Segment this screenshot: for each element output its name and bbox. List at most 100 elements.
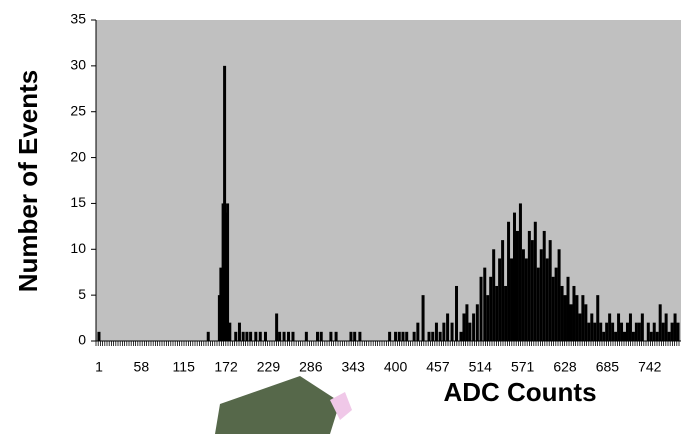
x-axis-title: ADC Counts [443,377,596,407]
bar [349,331,353,341]
bar [263,331,267,341]
bar [258,331,262,341]
bar [608,313,612,341]
bar [611,322,615,341]
bar [278,331,282,341]
y-tick-label: 30 [70,57,86,73]
bar [536,267,540,341]
bar [462,313,466,341]
bar [483,267,487,341]
bar [533,221,537,341]
bar [479,276,483,341]
bar [486,295,490,341]
bar [434,322,438,341]
decoration [215,376,340,434]
bar [631,331,635,341]
x-tick-label: 685 [596,359,620,375]
bar [617,313,621,341]
bar [316,331,320,341]
bar [614,331,618,341]
bar [658,304,662,341]
bar [446,313,450,341]
bar [551,276,555,341]
bar [245,331,249,341]
bar [620,322,624,341]
bar [637,322,641,341]
bar [670,322,674,341]
bar [515,230,519,341]
bar [405,331,409,341]
bar [510,258,514,341]
bar [569,304,573,341]
bar [661,322,665,341]
x-tick-label: 514 [469,359,493,375]
bar [397,331,401,341]
bar [450,322,454,341]
bar [539,249,543,341]
bar [667,331,671,341]
y-tick-label: 10 [70,240,86,256]
bar [501,240,505,341]
bar [254,331,258,341]
x-tick-label: 628 [553,359,577,375]
bar [664,313,668,341]
bar [581,295,585,341]
bar [412,331,416,341]
bar [97,331,101,341]
bar [507,221,511,341]
bar [542,230,546,341]
x-tick-label: 571 [511,359,535,375]
bar [563,295,567,341]
bar [416,322,420,341]
bar [575,295,579,341]
bar [625,322,629,341]
bar [468,322,472,341]
bar [304,331,308,341]
y-tick-label: 25 [70,102,86,118]
bar [554,267,558,341]
bar [596,295,600,341]
bar [223,65,227,341]
bar [605,322,609,341]
x-tick-label: 457 [426,359,450,375]
bar [431,331,435,341]
bar [455,285,459,341]
bar [566,276,570,341]
bar [634,322,638,341]
y-tick-label: 20 [70,148,86,164]
bar [649,331,653,341]
bar [442,322,446,341]
x-tick-label: 742 [638,359,662,375]
bar [228,322,232,341]
bar [578,313,582,341]
x-tick-label: 172 [214,359,238,375]
bar [652,322,656,341]
bar [427,331,431,341]
bar [226,203,230,341]
bar [512,212,516,341]
bar [465,304,469,341]
y-tick-label: 35 [70,11,86,27]
bar [504,285,508,341]
bar [498,258,502,341]
bar [676,322,680,341]
bar [275,313,279,341]
bar [524,258,528,341]
bar [421,295,425,341]
bar [249,331,253,341]
bar [219,267,223,341]
bar [206,331,210,341]
bar [623,331,627,341]
bar [527,230,531,341]
bar [475,304,479,341]
bar [628,313,632,341]
bar [282,331,286,341]
bar [334,331,338,341]
x-tick-label: 343 [342,359,366,375]
bar [237,322,241,341]
bar [358,331,362,341]
bar [584,304,588,341]
bar [560,285,564,341]
x-tick-label: 115 [173,359,196,375]
